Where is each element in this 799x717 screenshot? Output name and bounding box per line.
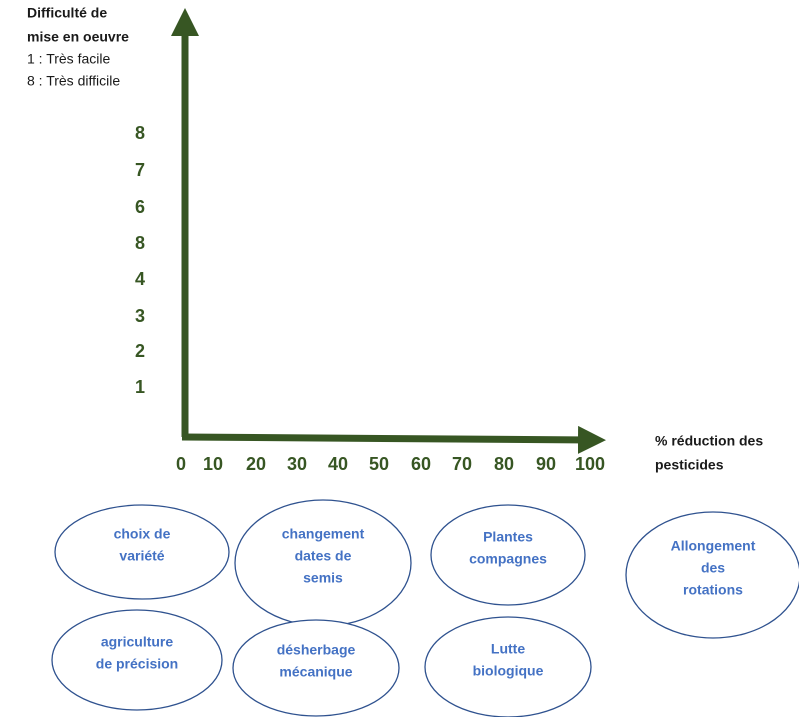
x-tick-label: 60 [411, 454, 431, 474]
practice-ellipse [625, 511, 799, 639]
y-tick-label: 2 [135, 341, 145, 361]
practice-ellipse [430, 504, 586, 606]
y-axis-title: mise en oeuvre [27, 29, 129, 45]
y-tick-label: 8 [135, 233, 145, 253]
practice-label: agriculture [101, 634, 174, 650]
practice-label: Lutte [491, 641, 525, 657]
practice-label: mécanique [279, 664, 352, 680]
practice-label: rotations [683, 582, 743, 598]
x-tick-label: 100 [575, 454, 605, 474]
y-tick-label: 7 [135, 160, 145, 180]
x-tick-label: 70 [452, 454, 472, 474]
y-axis-title: 8 : Très difficile [27, 73, 120, 89]
practice-label: choix de [114, 526, 171, 542]
y-axis-title: 1 : Très facile [27, 51, 110, 67]
practice-ellipse [424, 616, 592, 717]
x-tick-label: 10 [203, 454, 223, 474]
x-tick-label: 80 [494, 454, 514, 474]
practice-label: de précision [96, 656, 178, 672]
practice-label: biologique [473, 663, 544, 679]
practice-label: désherbage [277, 642, 356, 658]
x-axis-title: % réduction des [655, 433, 763, 449]
y-tick-label: 3 [135, 306, 145, 326]
x-axis-arrow [181, 425, 606, 454]
practice-label: compagnes [469, 551, 547, 567]
x-tick-label: 40 [328, 454, 348, 474]
y-tick-label: 8 [135, 123, 145, 143]
practice-label: semis [303, 570, 343, 586]
practice-label: Allongement [671, 538, 756, 554]
practice-label: variété [119, 548, 164, 564]
practice-label: changement [282, 526, 365, 542]
x-tick-label: 90 [536, 454, 556, 474]
y-tick-label: 6 [135, 197, 145, 217]
practice-label: dates de [295, 548, 352, 564]
x-tick-label: 0 [176, 454, 186, 474]
y-tick-label: 1 [135, 377, 145, 397]
y-axis-title: Difficulté de [27, 5, 107, 21]
practice-ellipse [54, 504, 230, 600]
practice-label: Plantes [483, 529, 533, 545]
x-tick-label: 20 [246, 454, 266, 474]
practice-ellipse [51, 609, 223, 711]
x-tick-label: 30 [287, 454, 307, 474]
practice-label: des [701, 560, 725, 576]
y-tick-label: 4 [135, 269, 145, 289]
practice-ellipse [232, 619, 400, 717]
x-axis-title: pesticides [655, 457, 724, 473]
x-tick-label: 50 [369, 454, 389, 474]
